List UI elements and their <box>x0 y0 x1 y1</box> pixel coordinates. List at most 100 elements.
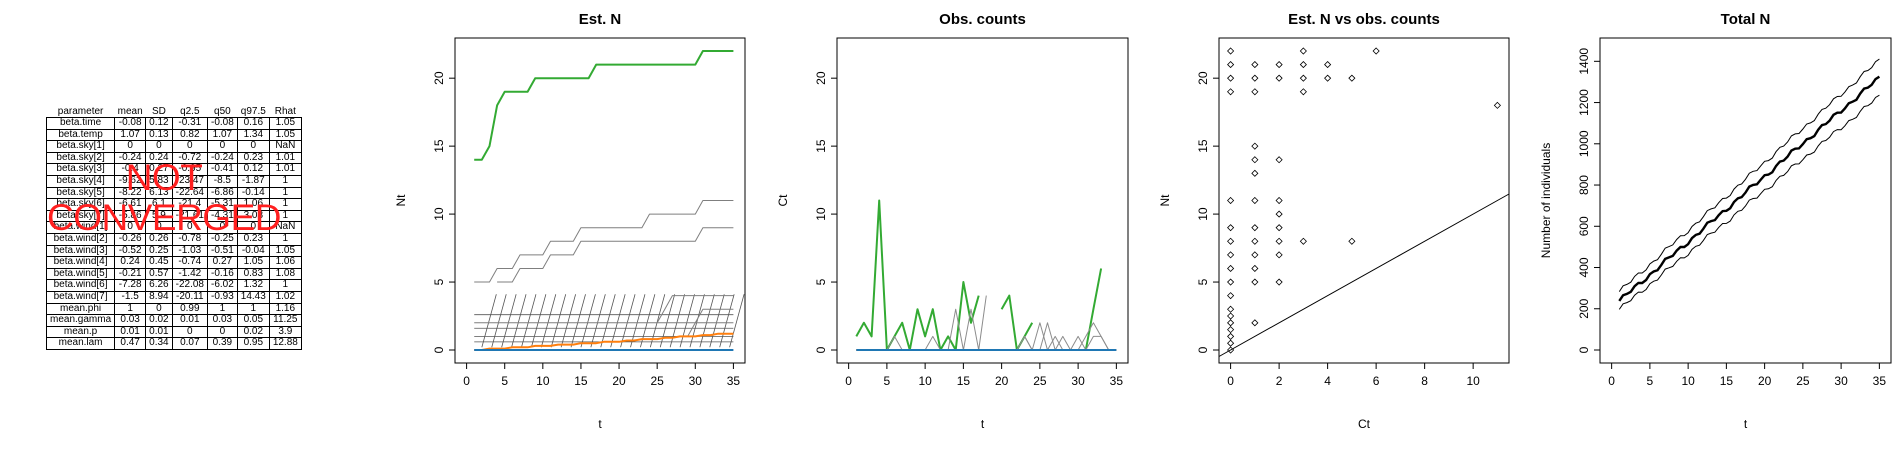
chart-title: Total N <box>1721 11 1771 28</box>
table-cell: 0 <box>145 140 173 153</box>
table-row: beta.wind[7] -1.5 8.94 -20.11 -0.93 14.43 1.02 <box>45 290 302 304</box>
table-cell: -0.14 <box>236 186 270 200</box>
y-tick-label: 5 <box>814 278 828 285</box>
data-point <box>1227 305 1235 313</box>
x-tick-label: 5 <box>884 374 891 388</box>
table-cell: 1.05 <box>268 128 302 142</box>
table-row: beta.wind[4] 0.24 0.45 -0.74 0.27 1.05 1.06 <box>45 256 302 269</box>
table-header-cell: q50 <box>214 106 231 117</box>
table-cell: 0 <box>145 221 173 234</box>
data-point <box>1251 61 1259 69</box>
table-cell: -6.61 <box>114 198 147 211</box>
data-point <box>1227 88 1235 96</box>
table-cell: -9.62 <box>114 174 147 188</box>
y-axis-label: Number of individuals <box>1539 143 1553 258</box>
series-line <box>1618 75 1881 302</box>
y-tick-label: 0 <box>1196 346 1210 353</box>
data-point <box>1493 101 1501 109</box>
data-point <box>1227 61 1235 69</box>
table-cell: 5.9 <box>145 209 173 223</box>
table-cell: 0 <box>114 221 147 234</box>
trajectory-line <box>689 294 705 348</box>
series-line <box>1618 94 1880 310</box>
data-point <box>1251 224 1259 232</box>
series-line <box>474 50 734 161</box>
trajectory-line <box>630 294 646 348</box>
table-cell: beta.sky[2] <box>45 151 116 165</box>
x-tick-label: 25 <box>1796 374 1810 388</box>
trajectory-line <box>709 294 725 348</box>
data-point <box>1227 332 1235 340</box>
data-point <box>1348 237 1356 245</box>
x-tick-label: 2 <box>1276 374 1283 388</box>
x-tick-label: 35 <box>1873 374 1887 388</box>
table-cell: beta.wind[2] <box>45 232 116 246</box>
y-tick-label: 10 <box>432 207 446 221</box>
data-point <box>1275 196 1283 205</box>
x-tick-label: 20 <box>995 374 1009 388</box>
table-row: beta.sky[5] -8.22 6.13 -22.64 -6.86 -0.14 1 <box>45 186 302 200</box>
data-point <box>1299 61 1307 69</box>
data-point <box>1299 88 1307 96</box>
data-point <box>1251 88 1259 96</box>
y-tick-label: 0 <box>814 346 828 353</box>
x-tick-label: 5 <box>501 374 508 388</box>
y-tick-label: 15 <box>432 139 446 153</box>
x-axis-label: Ct <box>1358 417 1371 431</box>
series-line <box>856 295 1117 351</box>
table-cell: -21.61 <box>171 209 208 223</box>
table-row: beta.time -0.08 0.12 -0.31 -0.08 0.16 1.05 <box>45 117 302 130</box>
y-tick-label: 200 <box>1577 298 1591 318</box>
plot-frame <box>454 37 746 364</box>
trajectory-line <box>600 294 616 348</box>
y-axis-label: Nt <box>1158 194 1172 207</box>
data-point <box>1251 156 1259 164</box>
x-tick-label: 30 <box>1071 374 1085 388</box>
x-tick-label: 30 <box>1834 374 1848 388</box>
y-tick-label: 15 <box>814 139 828 153</box>
table-cell: -4.31 <box>206 209 238 223</box>
chart-title: Obs. counts <box>939 11 1026 28</box>
table-cell: 1.01 <box>268 151 302 165</box>
x-axis-label: t <box>1744 417 1748 431</box>
table-row: beta.wind[1] 0 0 0 0 0 NaN <box>45 221 302 234</box>
y-tick-label: 15 <box>1196 139 1210 153</box>
table-row: mean.lam 0.47 0.34 0.07 0.39 0.95 12.88 <box>45 337 302 350</box>
table-cell: 1 <box>268 209 302 223</box>
y-tick-label: 10 <box>1196 207 1210 221</box>
table-row: beta.sky[2] -0.24 0.24 -0.72 -0.24 0.23 1.01 <box>45 151 302 165</box>
y-tick-label: 10 <box>814 207 828 221</box>
data-point <box>1275 61 1283 69</box>
data-point <box>1251 264 1259 273</box>
table-row: mean.phi 1 0 0.99 1 1 1.16 <box>45 302 302 316</box>
warning-line-1: NOT <box>125 157 203 198</box>
table-cell: 5.83 <box>145 174 173 188</box>
data-point <box>1227 292 1235 300</box>
table-cell: 0 <box>171 221 208 234</box>
trajectory-line <box>550 294 567 348</box>
plot-frame <box>836 37 1129 364</box>
x-axis-label: t <box>598 417 602 431</box>
data-point <box>1227 47 1235 55</box>
table-cell: 6.13 <box>145 186 173 200</box>
data-point <box>1227 339 1235 347</box>
data-point <box>1227 312 1235 320</box>
table-cell: -0.95 <box>171 163 208 176</box>
plot-frame <box>1218 37 1510 364</box>
x-tick-label: 20 <box>1758 374 1772 388</box>
y-tick-label: 5 <box>1196 278 1210 285</box>
table-cell: 0 <box>171 140 208 153</box>
table-row: beta.sky[4] -9.62 5.83 -23.47 -8.5 -1.87 1 <box>45 174 302 188</box>
table-row: mean.p 0.01 0.01 0 0 0.02 3.9 <box>45 325 302 339</box>
x-tick-label: 8 <box>1421 374 1428 388</box>
table-cell: beta.sky[1] <box>45 140 116 153</box>
table-cell: -5.86 <box>114 209 147 223</box>
trajectory-line <box>590 294 606 348</box>
data-point <box>1275 278 1283 286</box>
table-cell: beta.sky[7] <box>45 209 116 223</box>
table-header-row: parameter mean SD q2.5 q50 q97.5 Rhat <box>47 106 302 118</box>
table-cell: 6.1 <box>145 198 173 211</box>
table-cell: -0.24 <box>206 151 238 165</box>
table-header-cell: q2.5 <box>180 106 200 117</box>
